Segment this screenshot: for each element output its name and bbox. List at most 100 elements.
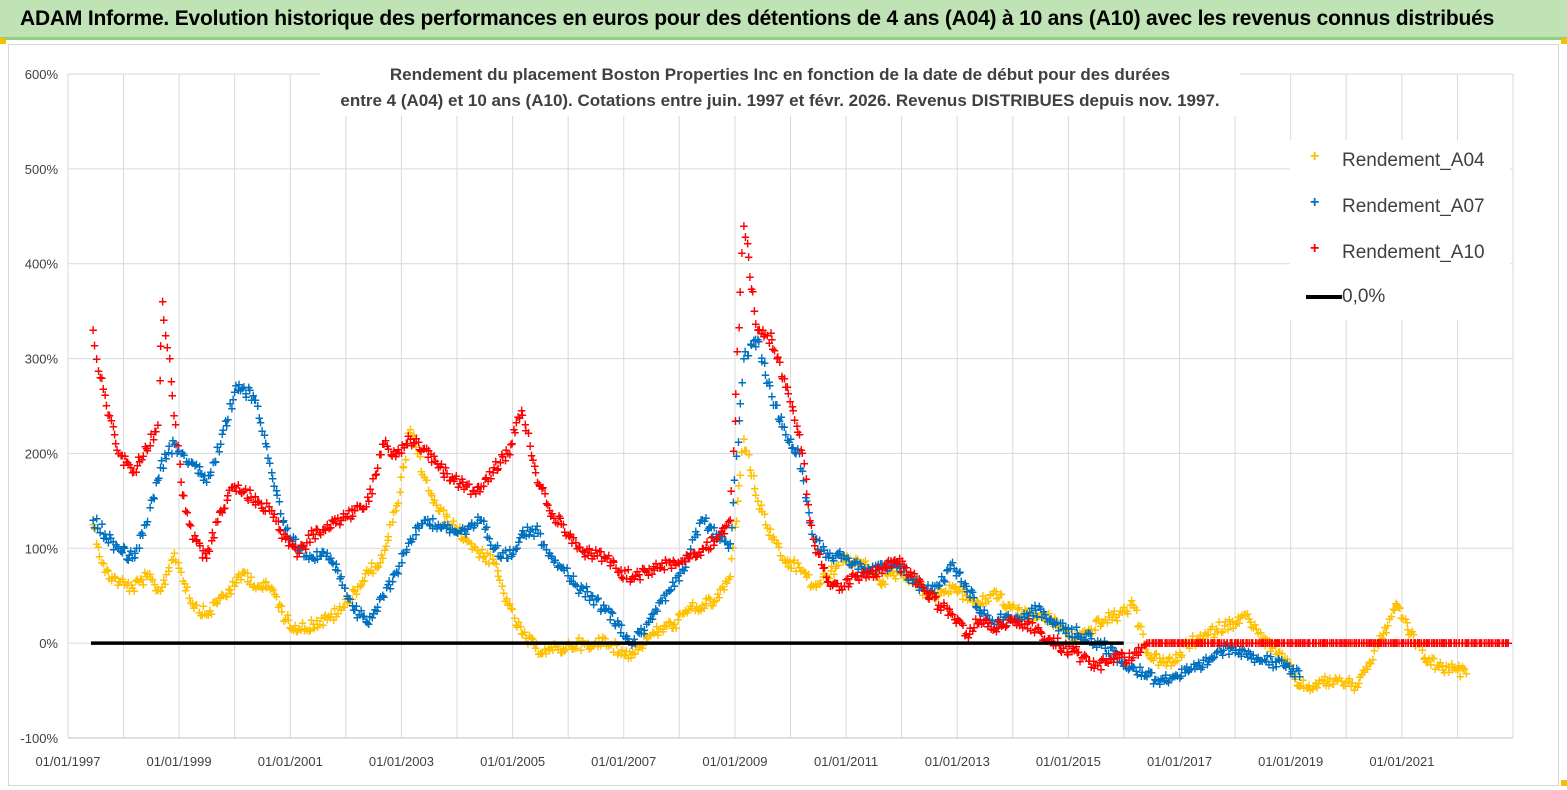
series-marker: + [553,643,563,657]
series-marker: + [762,521,772,535]
series-marker: + [827,559,837,573]
series-marker: + [261,575,271,589]
series-marker: + [180,576,190,590]
series-marker: + [344,591,354,605]
series-marker: + [168,434,178,448]
series-marker: + [1424,652,1434,666]
series-marker: + [535,526,545,540]
data-point: + [216,591,226,605]
series-marker: + [811,580,821,594]
series-marker: + [547,551,557,565]
series-marker: + [367,486,377,500]
series-marker: + [1194,633,1204,647]
series-marker: + [373,600,383,614]
data-point: + [127,581,137,595]
series-marker: + [778,553,788,567]
series-marker: + [312,544,322,558]
series-marker: + [1168,656,1178,670]
series-marker: + [899,564,909,578]
series-marker: + [1136,619,1146,633]
series-marker: + [696,603,706,617]
data-point: + [1086,631,1096,645]
series-marker: + [602,639,612,653]
series-marker: + [897,568,907,582]
series-marker: + [497,579,507,593]
series-marker: + [197,608,207,622]
series-marker: + [151,583,161,597]
series-marker: + [398,460,408,474]
data-point: + [1420,650,1430,664]
series-marker: + [155,374,165,388]
series-marker: + [599,598,609,612]
series-marker: + [174,555,184,569]
series-marker: + [205,468,215,482]
series-marker: + [617,643,627,657]
data-point: + [517,627,527,641]
data-point: + [1142,669,1152,683]
series-marker: + [105,527,115,541]
series-marker: + [690,603,700,617]
series-marker: + [263,451,273,465]
series-marker: + [146,493,156,507]
series-marker: + [649,626,659,640]
series-marker: + [166,374,176,388]
series-marker: + [351,599,361,613]
series-marker: + [425,517,435,531]
series-marker: + [1105,610,1115,624]
series-marker: + [908,577,918,591]
data-point: + [1406,627,1416,641]
series-marker: + [458,521,468,535]
series-marker: + [1052,619,1062,633]
series-marker: + [662,619,672,633]
series-marker: + [563,568,573,582]
data-point: + [711,527,721,541]
series-marker: + [951,580,961,594]
data-point: + [88,323,98,337]
series-marker: + [986,588,996,602]
series-marker: + [122,578,132,592]
series-marker: + [301,549,311,563]
series-marker: + [411,521,421,535]
series-marker: + [1134,618,1144,632]
series-marker: + [217,587,227,601]
series-marker: + [647,607,657,621]
series-marker: + [1369,644,1379,658]
series-marker: + [652,620,662,634]
series-marker: + [610,616,620,630]
series-marker: + [944,578,954,592]
series-marker: + [493,549,503,563]
series-marker: + [335,571,345,585]
series-marker: + [1007,600,1017,614]
series-marker: + [316,549,326,563]
series-marker: + [1333,673,1343,687]
series-marker: + [737,445,747,459]
series-marker: + [470,540,480,554]
series-marker: + [166,553,176,567]
series-marker: + [525,524,535,538]
series-marker: + [428,521,438,535]
series-marker: + [860,560,870,574]
series-marker: + [467,516,477,530]
series-marker: + [598,630,608,644]
series-marker: + [272,488,282,502]
series-marker: + [237,382,247,396]
series-marker: + [479,549,489,563]
series-marker: + [415,450,425,464]
series-marker: + [258,582,268,596]
series-marker: + [588,639,598,653]
series-marker: + [865,566,875,580]
series-marker: + [1394,600,1404,614]
series-marker: + [290,532,300,546]
series-marker: + [171,438,181,452]
data-point: + [961,579,971,593]
data-point: + [1086,622,1096,636]
series-marker: + [345,592,355,606]
series-marker: + [383,533,393,547]
series-marker: + [1380,620,1390,634]
series-marker: + [145,567,155,581]
series-marker: + [178,446,188,460]
series-marker: + [506,602,516,616]
series-marker: + [813,577,823,591]
series-marker: + [1009,598,1019,612]
series-rendement-a07: ++++++++++++ ++++++ ++++++++ + + +++++ +++++++… [88,332,1305,691]
